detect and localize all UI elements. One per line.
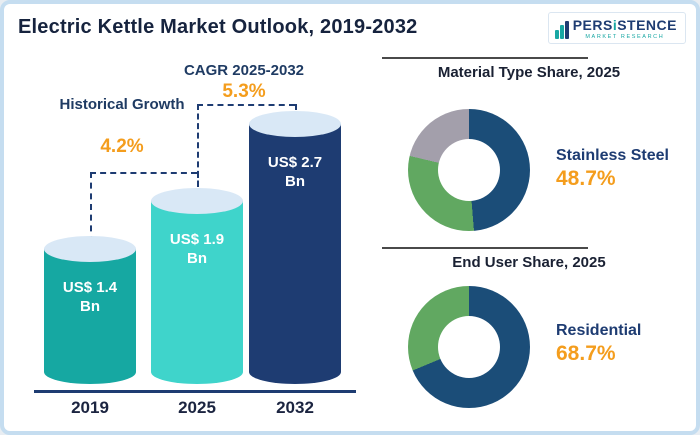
- bar-2032-value: US$ 2.7 Bn: [267, 154, 323, 190]
- end-user-highlight-value: 68.7%: [556, 342, 616, 365]
- bar-2025: US$ 1.9 Bn: [151, 188, 243, 384]
- connector-2019-2025: [90, 172, 197, 242]
- logo-text-1: PERS: [572, 17, 613, 33]
- end-user-section-title: End User Share, 2025: [452, 254, 606, 271]
- material-highlight-value: 48.7%: [556, 167, 616, 190]
- material-section-rule: [382, 57, 588, 59]
- end-user-section-rule: [382, 247, 588, 249]
- logo-subtitle: MARKET RESEARCH: [585, 34, 665, 40]
- cagr-value: 5.3%: [222, 81, 266, 102]
- material-donut-chart: [408, 109, 530, 231]
- logo-text-2: STENCE: [617, 17, 677, 33]
- x-label-2025: 2025: [178, 398, 216, 417]
- logo-bars-icon: [554, 21, 569, 39]
- bar-2025-top-ellipse: [151, 188, 243, 214]
- x-label-2032: 2032: [276, 398, 314, 417]
- end-user-donut-chart: [408, 286, 530, 408]
- historical-growth-value: 4.2%: [100, 136, 144, 157]
- bar-2019-top-ellipse: [44, 236, 136, 262]
- end-user-donut-hole: [438, 316, 500, 378]
- logo-accent-letter: i: [612, 17, 618, 33]
- cagr-label: CAGR 2025-2032: [183, 62, 305, 79]
- x-label-2019: 2019: [71, 398, 109, 417]
- logo-wordmark: PERSiSTENCE: [573, 17, 677, 33]
- x-axis-line: [34, 390, 356, 393]
- page-title: Electric Kettle Market Outlook, 2019-203…: [18, 16, 418, 38]
- bar-2032-top-ellipse: [249, 111, 341, 137]
- bar-2025-body: [151, 201, 243, 384]
- material-highlight-label: Stainless Steel: [556, 147, 669, 164]
- end-user-highlight-label: Residential: [556, 322, 642, 339]
- end-user-donut-caption: Residential 68.7%: [556, 322, 696, 366]
- historical-growth-label: Historical Growth: [59, 96, 185, 113]
- company-logo: PERSiSTENCE MARKET RESEARCH: [547, 12, 686, 44]
- bar-2019-value: US$ 1.4 Bn: [62, 279, 118, 315]
- material-donut-hole: [438, 139, 500, 201]
- connector-2025-2032: [197, 104, 295, 196]
- bar-2032: US$ 2.7 Bn: [249, 111, 341, 384]
- bar-2019-body: [44, 249, 136, 384]
- bar-2025-value: US$ 1.9 Bn: [169, 231, 225, 267]
- bar-2032-body: [249, 124, 341, 384]
- bar-2019: US$ 1.4 Bn: [44, 236, 136, 384]
- material-section-title: Material Type Share, 2025: [437, 64, 621, 81]
- material-donut-caption: Stainless Steel 48.7%: [556, 147, 696, 191]
